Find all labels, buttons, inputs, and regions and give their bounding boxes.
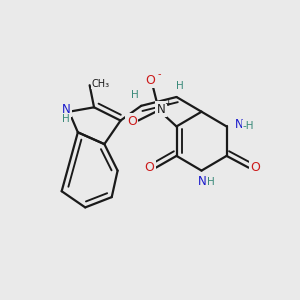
- Text: H: H: [176, 81, 184, 91]
- Text: H: H: [207, 177, 215, 187]
- Text: O: O: [146, 74, 155, 87]
- Text: +: +: [164, 99, 172, 108]
- Text: CH₃: CH₃: [92, 79, 110, 89]
- Text: -H: -H: [243, 122, 254, 131]
- Text: H: H: [62, 114, 70, 124]
- Text: N: N: [198, 175, 207, 188]
- Text: N: N: [62, 103, 70, 116]
- Text: N: N: [157, 103, 166, 116]
- Text: O: O: [145, 161, 154, 174]
- Text: O: O: [127, 115, 137, 128]
- Text: -: -: [158, 69, 161, 79]
- Text: N: N: [235, 118, 243, 130]
- Text: O: O: [250, 161, 260, 174]
- Text: H: H: [131, 90, 139, 100]
